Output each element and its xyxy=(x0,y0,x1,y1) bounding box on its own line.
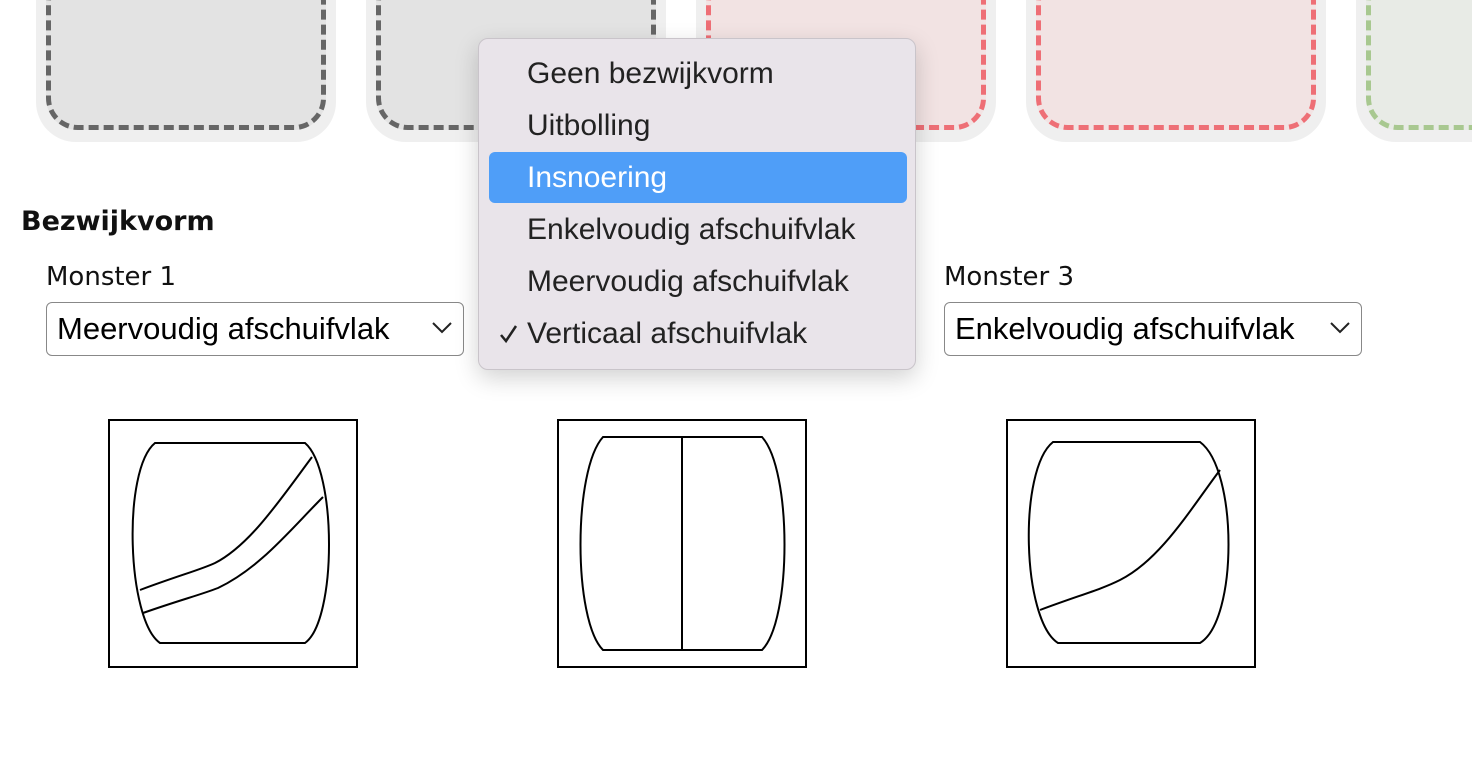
menu-option[interactable]: Insnoering xyxy=(489,152,907,203)
menu-option[interactable]: Meervoudig afschuifvlak xyxy=(489,256,907,307)
select-value: Enkelvoudig afschuifvlak xyxy=(955,311,1295,346)
tile[interactable] xyxy=(1356,0,1472,142)
option-text: Geen bezwijkvorm xyxy=(527,57,774,90)
select[interactable]: Meervoudig afschuifvlak xyxy=(46,302,464,356)
menu-option[interactable]: Enkelvoudig afschuifvlak xyxy=(489,204,907,255)
menu-option[interactable]: Geen bezwijkvorm xyxy=(489,48,907,99)
shear-line xyxy=(139,456,313,591)
option-text: Enkelvoudig afschuifvlak xyxy=(527,213,856,246)
specimen-outline xyxy=(131,442,330,644)
menu-option[interactable]: Verticaal afschuifvlak xyxy=(489,308,907,359)
tile-border xyxy=(1036,0,1316,130)
specimen-frame xyxy=(1006,419,1256,668)
sample-label: Monster 1 xyxy=(46,262,177,292)
specimen-outline xyxy=(579,436,786,651)
tile-border xyxy=(1366,0,1472,130)
specimen-frame xyxy=(557,419,807,668)
option-text: Uitbolling xyxy=(527,109,651,142)
checkmark xyxy=(500,325,518,344)
specimen-frame xyxy=(108,419,358,668)
option-text: Verticaal afschuifvlak xyxy=(527,317,808,350)
dropdown-menu: Geen bezwijkvorm Uitbolling Insnoering Enke… xyxy=(478,38,916,370)
shear-line xyxy=(1039,469,1221,611)
tile[interactable] xyxy=(1026,0,1326,142)
option-text: Meervoudig afschuifvlak xyxy=(527,265,849,298)
specimen-outline xyxy=(1027,441,1230,644)
tile[interactable] xyxy=(36,0,336,142)
chevron xyxy=(1330,322,1350,334)
select-value: Meervoudig afschuifvlak xyxy=(57,311,390,346)
section-title: Bezwijkvorm xyxy=(21,206,215,237)
tile-border xyxy=(46,0,326,130)
sample-label: Monster 3 xyxy=(944,262,1075,292)
chevron xyxy=(432,322,452,334)
select[interactable]: Enkelvoudig afschuifvlak xyxy=(944,302,1362,356)
option-text: Insnoering xyxy=(527,161,668,194)
shear-line xyxy=(142,496,324,614)
menu-option[interactable]: Uitbolling xyxy=(489,100,907,151)
